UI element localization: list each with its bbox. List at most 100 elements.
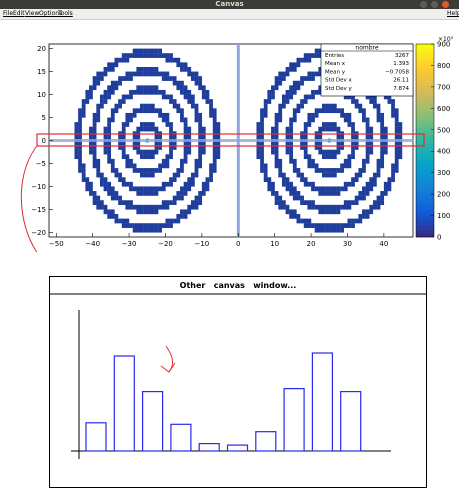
- heatmap-cell: [274, 149, 279, 155]
- heatmap-cell: [372, 177, 377, 183]
- heatmap-cell: [136, 126, 141, 132]
- heatmap-cell: [107, 209, 112, 215]
- heatmap-cell: [394, 145, 399, 150]
- heatmap-cell: [391, 112, 395, 118]
- heatmap-cell: [362, 168, 366, 173]
- menu-view[interactable]: View: [25, 10, 40, 17]
- heatmap-cell: [281, 204, 286, 210]
- heatmap-cell: [147, 149, 152, 155]
- heatmap-cell: [307, 57, 312, 63]
- stats-box[interactable]: nombre Entries 3267 Mean x 1.393 Mean y −0.70…: [320, 43, 414, 97]
- heatmap-cell: [118, 145, 122, 150]
- menu-file[interactable]: File: [3, 10, 14, 17]
- heatmap-cell: [267, 186, 272, 192]
- heatmap-cell: [165, 76, 170, 81]
- heatmap-cell: [78, 154, 82, 160]
- heatmap-canvas[interactable]: −50 −40 −30 −20 −10 0 10 20 30 40 −20−15−10−50510…: [0, 20, 459, 252]
- menu-edit[interactable]: Edit: [13, 10, 25, 17]
- heatmap-cell: [314, 140, 319, 146]
- heatmap-cell: [180, 112, 184, 118]
- heatmap-cell: [140, 172, 144, 178]
- heatmap-cell: [92, 85, 97, 91]
- heatmap-cell: [147, 53, 152, 58]
- heatmap-cell: [340, 227, 344, 233]
- heatmap-cell: [114, 191, 119, 196]
- heatmap-cell: [362, 191, 366, 196]
- heatmap-cell: [172, 76, 177, 81]
- bar: [226, 444, 249, 452]
- heatmap-cell: [336, 149, 341, 155]
- heatmap-cell: [336, 168, 341, 173]
- heatmap-cell: [143, 227, 148, 233]
- heatmap-cell: [372, 200, 377, 205]
- heatmap-cell: [158, 168, 162, 173]
- heatmap-cell: [271, 85, 275, 91]
- heatmap-cell: [136, 71, 141, 77]
- heatmap-cell: [154, 48, 159, 54]
- heatmap-cell: [154, 85, 159, 91]
- heatmap-cell: [180, 80, 184, 86]
- heatmap-cell: [150, 168, 155, 173]
- minimize-button[interactable]: [420, 1, 427, 8]
- heatmap-cell: [107, 94, 112, 100]
- colorbar-segment: [416, 208, 434, 212]
- heatmap-cell: [165, 218, 170, 224]
- heatmap-cell: [303, 135, 308, 141]
- x-tick-label: 30: [343, 240, 352, 248]
- heatmap-cell: [376, 168, 381, 173]
- heatmap-cell: [307, 154, 312, 160]
- heatmap-cell: [81, 108, 86, 114]
- heatmap-cell: [176, 85, 181, 91]
- heatmap-cell: [121, 177, 126, 183]
- heatmap-cell: [187, 145, 192, 150]
- heatmap-cell: [343, 181, 348, 187]
- heatmap-cell: [307, 112, 312, 118]
- heatmap-cell: [201, 94, 206, 100]
- menu-help[interactable]: Help: [447, 10, 459, 17]
- heatmap-cell: [187, 204, 192, 210]
- heatmap-cell: [201, 126, 206, 132]
- heatmap-cell: [209, 172, 213, 178]
- heatmap-cell: [387, 181, 392, 187]
- colorbar-segment: [416, 56, 434, 61]
- heatmap-cell: [300, 99, 304, 104]
- heatmap-cell: [289, 94, 294, 100]
- other-canvas-window[interactable]: Other canvas window...: [49, 276, 427, 488]
- stats-row-label: Mean y: [325, 69, 346, 75]
- heatmap-cell: [303, 122, 308, 127]
- heatmap-cell: [362, 195, 366, 201]
- close-button[interactable]: [442, 1, 449, 8]
- heatmap-cell: [322, 209, 326, 215]
- maximize-button[interactable]: [431, 1, 438, 8]
- heatmap-cell: [78, 135, 82, 141]
- heatmap-cell: [351, 140, 355, 146]
- heatmap-cell: [89, 149, 93, 155]
- colorbar-segment: [416, 166, 434, 170]
- heatmap-cell: [132, 227, 137, 233]
- heatmap-cell: [322, 122, 326, 127]
- heatmap-cell: [318, 186, 323, 192]
- bar: [255, 431, 277, 452]
- heatmap-cell: [278, 112, 283, 118]
- heatmap-cell: [183, 126, 188, 132]
- heatmap-cell: [311, 158, 315, 164]
- menu-options[interactable]: Options: [39, 10, 63, 17]
- heatmap-cell: [311, 94, 315, 100]
- heatmap-cell: [380, 122, 385, 127]
- heatmap-cell: [336, 145, 341, 150]
- heatmap-cell: [394, 163, 399, 169]
- heatmap-cell: [165, 181, 170, 187]
- heatmap-cell: [125, 181, 130, 187]
- heatmap-cell: [99, 94, 104, 100]
- colorbar-segment: [416, 204, 434, 209]
- heatmap-cell: [190, 200, 195, 205]
- heatmap-cell: [380, 195, 385, 201]
- heatmap-cell: [194, 103, 199, 109]
- heatmap-cell: [172, 140, 177, 146]
- heatmap-cell: [96, 195, 101, 201]
- heatmap-cell: [158, 204, 162, 210]
- colorbar-tick-label: 700: [437, 83, 450, 91]
- menu-tools[interactable]: Tools: [58, 10, 73, 17]
- heatmap-cell: [267, 181, 272, 187]
- heatmap-cell: [318, 108, 323, 114]
